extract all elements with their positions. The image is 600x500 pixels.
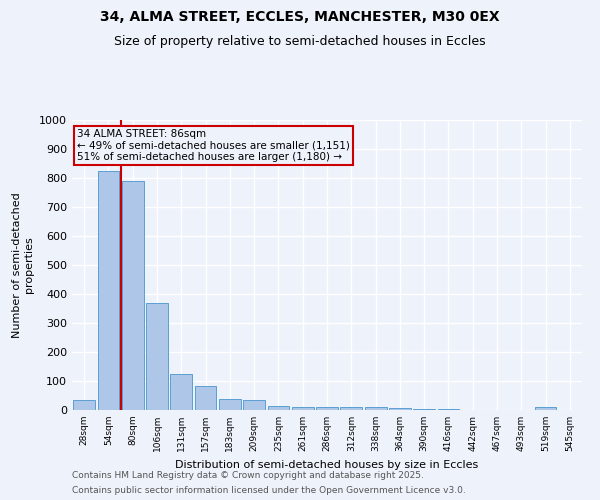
Bar bbox=[316, 407, 338, 410]
Bar bbox=[365, 407, 386, 410]
Bar bbox=[535, 407, 556, 410]
Bar bbox=[268, 406, 289, 410]
Text: 34 ALMA STREET: 86sqm
← 49% of semi-detached houses are smaller (1,151)
51% of s: 34 ALMA STREET: 86sqm ← 49% of semi-deta… bbox=[77, 128, 350, 162]
Bar bbox=[437, 409, 460, 410]
Bar bbox=[413, 408, 435, 410]
Bar bbox=[219, 400, 241, 410]
Bar bbox=[73, 400, 95, 410]
Bar bbox=[194, 386, 217, 410]
Bar bbox=[122, 181, 143, 410]
X-axis label: Distribution of semi-detached houses by size in Eccles: Distribution of semi-detached houses by … bbox=[175, 460, 479, 469]
Bar bbox=[292, 407, 314, 410]
Y-axis label: Number of semi-detached
properties: Number of semi-detached properties bbox=[12, 192, 34, 338]
Text: Contains public sector information licensed under the Open Government Licence v3: Contains public sector information licen… bbox=[72, 486, 466, 495]
Bar bbox=[340, 407, 362, 410]
Text: 34, ALMA STREET, ECCLES, MANCHESTER, M30 0EX: 34, ALMA STREET, ECCLES, MANCHESTER, M30… bbox=[100, 10, 500, 24]
Bar bbox=[146, 302, 168, 410]
Text: Contains HM Land Registry data © Crown copyright and database right 2025.: Contains HM Land Registry data © Crown c… bbox=[72, 471, 424, 480]
Bar bbox=[389, 408, 411, 410]
Bar bbox=[243, 400, 265, 410]
Text: Size of property relative to semi-detached houses in Eccles: Size of property relative to semi-detach… bbox=[114, 35, 486, 48]
Bar bbox=[97, 171, 119, 410]
Bar bbox=[170, 374, 192, 410]
